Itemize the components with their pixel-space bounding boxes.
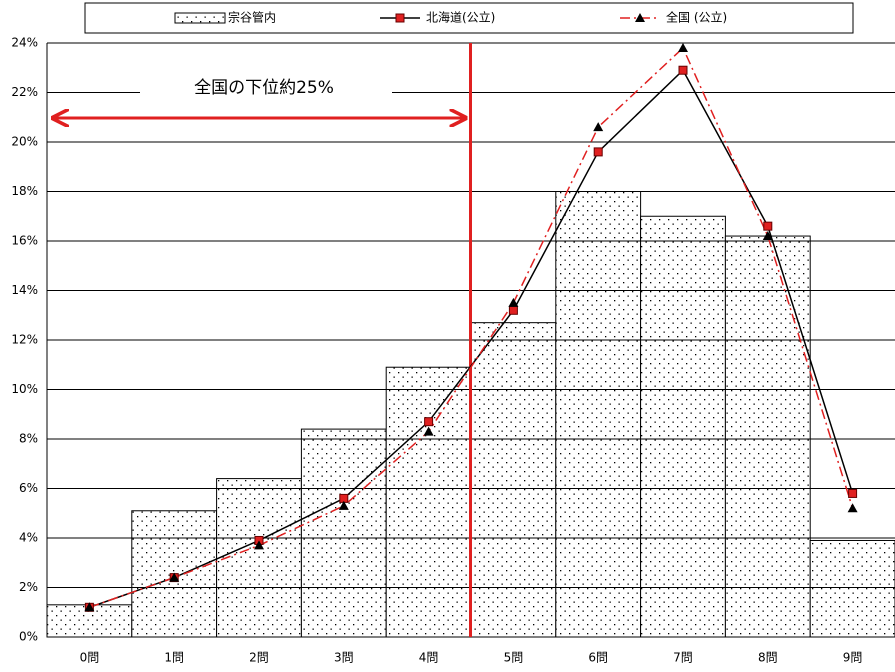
point [762,231,773,241]
bar [216,478,302,638]
point [254,540,264,550]
annotation: 全国の下位約25% [194,78,334,98]
y-tick-label: 0% [19,630,38,644]
point [424,417,434,427]
y-tick-label: 10% [11,382,38,396]
bar [385,366,472,638]
y-tick-label: 4% [19,531,38,545]
legend-marker [635,13,645,22]
legend-label: 北海道(公立) [426,10,495,25]
y-tick-label: 18% [11,184,38,198]
legend-label: 宗谷管内 [228,10,276,25]
x-tick-label: 5問 [504,651,524,665]
legend-label: 全国 (公立) [666,10,727,25]
legend-item: 全国 (公立) [620,10,727,25]
bar [300,428,387,638]
point [678,42,688,52]
point [508,297,519,307]
y-tick-label: 20% [11,135,38,149]
point [847,503,858,513]
x-tick-label: 4問 [419,651,439,665]
point [763,221,773,231]
legend-swatch [174,12,226,24]
legend-item: 宗谷管内 [174,10,276,25]
bar [724,235,811,638]
y-tick-label: 8% [19,432,38,446]
legend-item: 北海道(公立) [380,10,495,25]
y-tick-label: 16% [11,234,38,248]
point [169,572,180,582]
x-tick-label: 9問 [843,651,863,665]
y-tick-label: 24% [11,36,38,50]
point [848,488,858,498]
point [508,305,518,315]
x-tick-label: 6問 [588,651,608,665]
x-tick-label: 8問 [758,651,778,665]
bar [809,539,895,638]
y-tick-label: 22% [11,85,38,99]
line [89,46,854,609]
point [423,426,434,436]
point [593,122,604,132]
x-tick-label: 1問 [164,651,184,665]
legend-marker [395,13,405,23]
point [338,500,349,510]
point [593,147,603,157]
y-tick-label: 14% [11,283,38,297]
annotation-bg [140,70,392,104]
bar [555,191,642,638]
x-tick-label: 0問 [80,651,100,665]
y-tick-label: 2% [19,580,38,594]
y-tick-label: 6% [19,481,38,495]
bar [470,322,557,638]
y-tick-label: 12% [11,333,38,347]
point [678,65,688,75]
point [84,602,95,612]
bar [640,215,726,638]
x-tick-label: 2問 [249,651,269,665]
x-tick-label: 3問 [334,651,354,665]
x-tick-label: 7問 [673,651,693,665]
